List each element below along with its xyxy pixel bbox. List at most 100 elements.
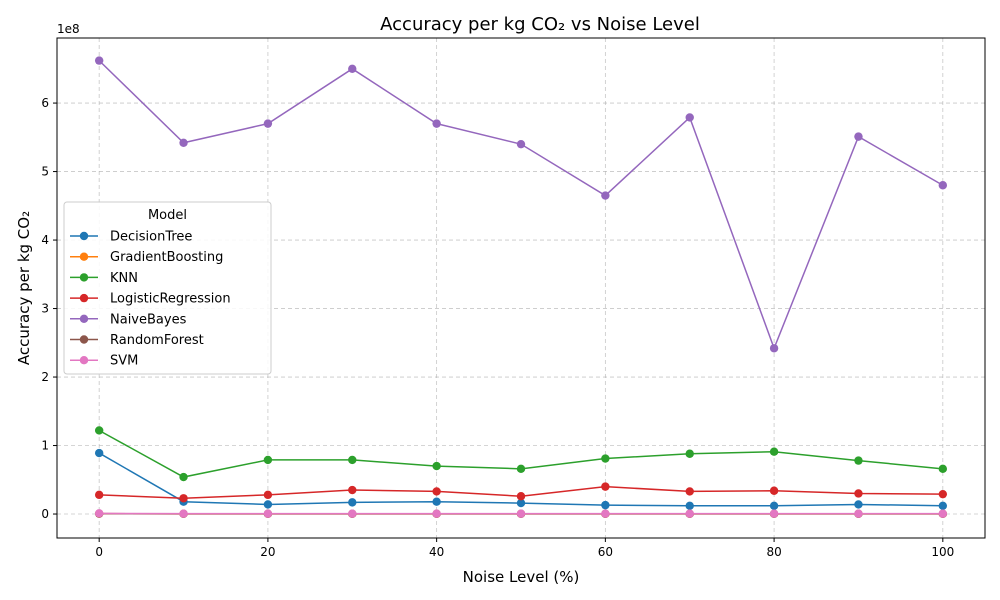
y-tick-label: 5	[41, 165, 49, 179]
data-point-naivebayes	[938, 181, 948, 190]
data-point-naivebayes	[348, 64, 357, 74]
data-point-svm	[94, 509, 104, 518]
data-point-logisticregression	[938, 489, 948, 499]
data-point-logisticregression	[769, 486, 779, 495]
data-point-knn	[854, 456, 863, 465]
data-point-logisticregression	[685, 487, 694, 496]
series-svm	[94, 509, 948, 518]
legend-item-randomforest: RandomForest	[70, 333, 204, 348]
x-tick-label: 80	[766, 545, 781, 559]
data-point-knn	[179, 472, 188, 482]
data-point-logisticregression	[432, 487, 441, 496]
series-decisiontree	[94, 448, 948, 511]
legend-label: SVM	[110, 354, 138, 369]
legend-item-gradientboosting: GradientBoosting	[70, 250, 223, 265]
legend-swatch-marker	[79, 335, 89, 344]
data-point-knn	[769, 447, 779, 456]
x-tick-label: 100	[931, 545, 954, 559]
data-point-decisiontree	[263, 500, 273, 509]
data-point-knn	[348, 455, 357, 465]
series-naivebayes	[94, 56, 948, 353]
data-point-svm	[432, 509, 441, 518]
data-point-svm	[769, 509, 779, 518]
legend-title: Model	[148, 208, 187, 223]
data-point-decisiontree	[432, 497, 441, 506]
data-point-knn	[938, 464, 948, 474]
data-point-svm	[685, 509, 694, 518]
legend-item-logisticregression: LogisticRegression	[70, 292, 231, 307]
data-point-decisiontree	[348, 498, 357, 507]
data-point-logisticregression	[263, 490, 273, 500]
legend-box	[63, 201, 272, 375]
data-point-logisticregression	[516, 492, 526, 501]
y-axis-label: Accuracy per kg CO₂	[15, 211, 33, 365]
data-point-knn	[432, 461, 441, 471]
legend-swatch-marker	[79, 356, 89, 365]
data-point-naivebayes	[179, 138, 188, 147]
y-tick-label: 6	[41, 96, 49, 110]
y-tick-label: 3	[41, 302, 49, 316]
legend-item-decisiontree: DecisionTree	[70, 230, 192, 245]
data-point-decisiontree	[516, 498, 526, 508]
data-point-knn	[685, 449, 694, 458]
data-point-logisticregression	[94, 490, 104, 500]
data-point-naivebayes	[516, 139, 526, 149]
x-tick-label: 20	[260, 545, 275, 559]
data-point-svm	[179, 509, 188, 518]
data-point-logisticregression	[601, 482, 610, 491]
legend-item-svm: SVM	[70, 354, 138, 369]
legend-swatch-marker	[79, 252, 89, 261]
legend-label: NaiveBayes	[110, 312, 187, 327]
data-point-knn	[516, 464, 526, 474]
tick-layer: 0 20 40 60 80 100 0 1 2 3 4 5 6	[41, 96, 954, 559]
data-point-svm	[516, 509, 526, 518]
data-point-decisiontree	[685, 501, 694, 511]
data-point-svm	[601, 509, 610, 518]
legend-item-naivebayes: NaiveBayes	[70, 312, 187, 327]
data-point-naivebayes	[601, 191, 610, 200]
legend: Model DecisionTree GradientBoosting KNN Logi…	[63, 201, 272, 375]
x-axis-label: Noise Level (%)	[463, 568, 580, 586]
data-point-knn	[601, 454, 610, 463]
data-point-decisiontree	[769, 501, 779, 511]
legend-label: GradientBoosting	[110, 250, 223, 265]
data-point-decisiontree	[854, 500, 863, 509]
chart-title: Accuracy per kg CO₂ vs Noise Level	[380, 14, 700, 35]
data-point-svm	[263, 509, 273, 518]
x-tick-label: 0	[95, 545, 103, 559]
data-point-svm	[348, 509, 357, 518]
x-tick-label: 60	[598, 545, 613, 559]
y-tick-label: 1	[41, 439, 49, 453]
data-point-decisiontree	[601, 500, 610, 510]
data-point-svm	[854, 509, 863, 518]
y-tick-label: 4	[41, 233, 49, 247]
data-point-naivebayes	[769, 344, 779, 353]
legend-label: LogisticRegression	[110, 292, 231, 307]
data-point-logisticregression	[854, 489, 863, 498]
y-tick-label: 2	[41, 370, 49, 384]
y-offset-label: 1e8	[57, 22, 80, 36]
data-point-naivebayes	[432, 119, 441, 128]
legend-item-knn: KNN	[70, 271, 138, 286]
series-layer	[94, 56, 948, 519]
data-point-logisticregression	[179, 494, 188, 503]
data-point-decisiontree	[938, 501, 948, 511]
data-point-naivebayes	[685, 113, 694, 122]
data-point-naivebayes	[94, 56, 104, 65]
data-point-decisiontree	[94, 448, 104, 458]
legend-swatch-marker	[79, 314, 89, 323]
data-point-logisticregression	[348, 485, 357, 495]
x-tick-label: 40	[429, 545, 444, 559]
data-point-naivebayes	[854, 132, 863, 141]
legend-label: KNN	[110, 271, 138, 286]
plot-frame	[56, 37, 986, 539]
y-tick-label: 0	[41, 507, 49, 521]
series-knn	[94, 426, 948, 482]
legend-swatch-marker	[79, 273, 89, 282]
legend-swatch-marker	[79, 231, 89, 241]
legend-label: DecisionTree	[110, 230, 192, 245]
series-logisticregression	[94, 482, 948, 503]
data-point-knn	[263, 455, 273, 465]
legend-swatch-marker	[79, 293, 89, 303]
